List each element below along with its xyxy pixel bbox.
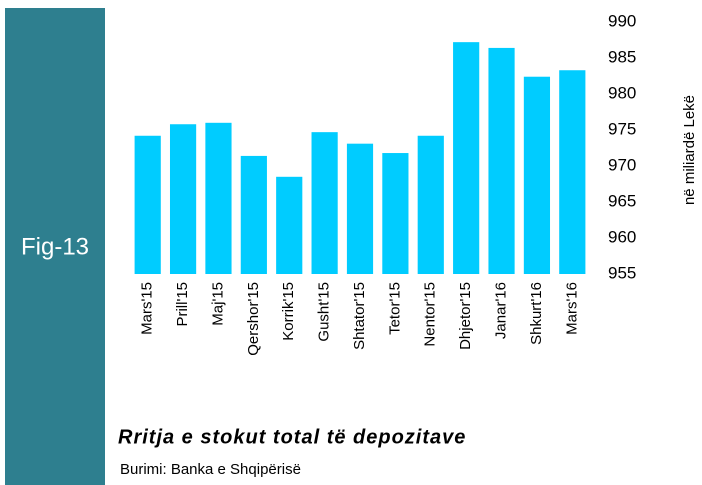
- y-tick-label: 990: [608, 11, 636, 30]
- bar: [169, 124, 197, 275]
- bar: [134, 135, 161, 274]
- x-tick-label: Shtator'15: [351, 282, 368, 350]
- x-tick-label: Korrik'15: [280, 282, 297, 341]
- x-tick-label: Nentor'15: [422, 282, 439, 347]
- sidebar: [5, 8, 105, 485]
- bar: [453, 42, 480, 274]
- y-tick-label: 980: [608, 83, 636, 102]
- bar: [417, 135, 444, 274]
- x-tick-label: Tetor'15: [386, 282, 403, 335]
- bar: [523, 76, 551, 274]
- bar: [311, 132, 338, 274]
- x-tick-label: Dhjetor'15: [457, 282, 474, 350]
- y-tick-label: 970: [608, 155, 636, 174]
- bar: [240, 155, 267, 274]
- source: Burimi: Banka e Shqipërisë: [120, 461, 301, 478]
- x-tick-label: Gusht'15: [316, 282, 333, 342]
- x-tick-label: Shkurt'16: [528, 282, 545, 345]
- bar: [276, 176, 303, 274]
- y-axis-label: në miliardë Lekë: [681, 95, 698, 205]
- y-tick-label: 955: [608, 263, 636, 282]
- x-tick-label: Maj'15: [209, 282, 226, 326]
- sidebar-label: Fig-13: [21, 233, 89, 260]
- bar: [559, 70, 586, 275]
- bar: [382, 153, 409, 274]
- bar: [205, 122, 232, 274]
- x-tick-label: Janar'16: [493, 282, 510, 339]
- y-tick-label: 960: [608, 227, 636, 246]
- y-tick-label: 975: [608, 119, 636, 138]
- y-tick-label: 985: [608, 47, 636, 66]
- bar: [346, 143, 374, 274]
- bar: [488, 47, 515, 274]
- caption: Rritja e stokut total të depozitave: [118, 426, 466, 448]
- x-tick-label: Qershor'15: [245, 282, 262, 356]
- x-tick-label: Mars'16: [563, 282, 580, 335]
- y-tick-label: 965: [608, 191, 636, 210]
- x-tick-label: Prill'15: [174, 282, 191, 327]
- x-tick-label: Mars'15: [139, 282, 156, 335]
